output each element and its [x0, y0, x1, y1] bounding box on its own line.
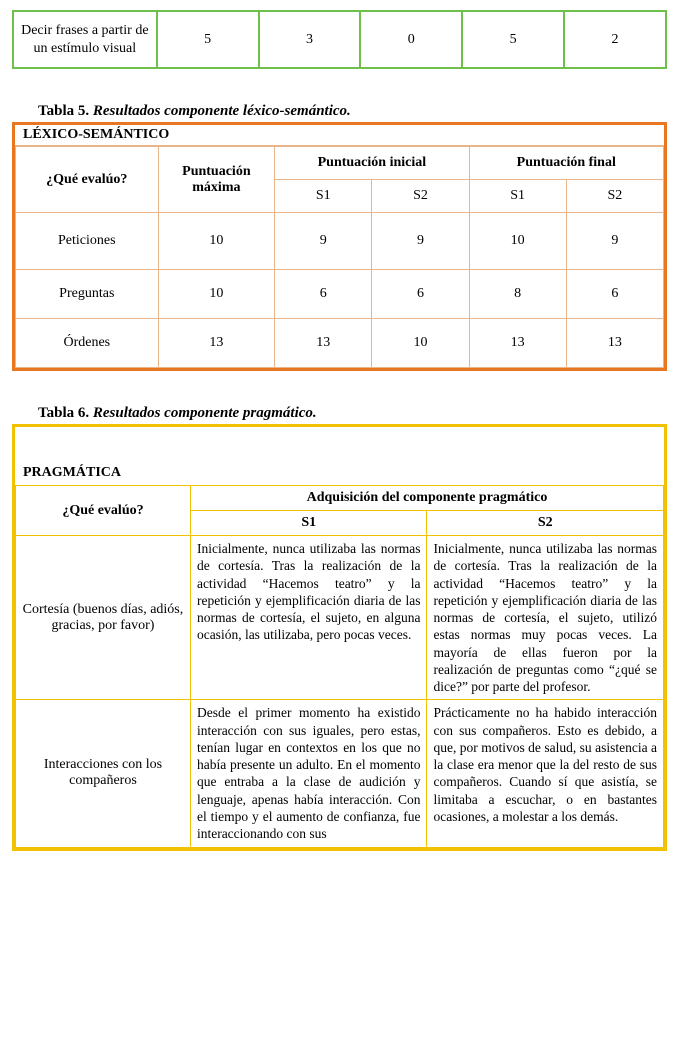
table6-section-header: PRAGMÁTICA	[15, 457, 664, 485]
table5-caption: Tabla 5. Resultados componente léxico-se…	[38, 103, 667, 120]
caption-title: Resultados componente pragmático.	[89, 405, 317, 421]
row-label: Interacciones con los compañeros	[16, 700, 191, 847]
row-label: Órdenes	[16, 319, 159, 368]
cell: 13	[469, 319, 566, 368]
cell: 8	[469, 270, 566, 319]
table6-blank-row	[15, 427, 664, 457]
table-row: Órdenes 13 13 10 13 13	[16, 319, 664, 368]
cell: 13	[566, 319, 663, 368]
sub-header: S1	[190, 511, 427, 536]
green-fragment-table: Decir frases a partir de un estímulo vis…	[12, 10, 667, 69]
col-header: ¿Qué evalúo?	[16, 486, 191, 536]
col-header: ¿Qué evalúo?	[16, 147, 159, 213]
cell-s1: Inicialmente, nunca utilizaba las normas…	[190, 536, 427, 700]
row-label: Preguntas	[16, 270, 159, 319]
cell: 9	[566, 213, 663, 270]
cell: 3	[259, 11, 361, 68]
table-header-row: ¿Qué evalúo? Adquisición del componente …	[16, 486, 664, 511]
cell-s1: Desde el primer momento ha existido inte…	[190, 700, 427, 847]
table-header-row: ¿Qué evalúo? Puntuación máxima Puntuació…	[16, 147, 664, 180]
table6: ¿Qué evalúo? Adquisición del componente …	[15, 485, 664, 848]
cell: 5	[157, 11, 259, 68]
table6-caption: Tabla 6. Resultados componente pragmátic…	[38, 405, 667, 422]
cell: 10	[158, 213, 275, 270]
cell: 5	[462, 11, 564, 68]
cell: 6	[566, 270, 663, 319]
cell: 10	[158, 270, 275, 319]
cell: 13	[275, 319, 372, 368]
col-header: Adquisición del componente pragmático	[190, 486, 663, 511]
table-row: Decir frases a partir de un estímulo vis…	[13, 11, 666, 68]
col-header: Puntuación final	[469, 147, 663, 180]
row-label: Peticiones	[16, 213, 159, 270]
sub-header: S2	[427, 511, 664, 536]
caption-number: Tabla 6.	[38, 405, 89, 421]
col-header: Puntuación inicial	[275, 147, 469, 180]
sub-header: S2	[372, 180, 469, 213]
sub-header: S1	[469, 180, 566, 213]
sub-header: S2	[566, 180, 663, 213]
cell: 10	[372, 319, 469, 368]
cell: 0	[360, 11, 462, 68]
row-label: Decir frases a partir de un estímulo vis…	[13, 11, 157, 68]
cell: 9	[275, 213, 372, 270]
cell-s2: Inicialmente, nunca utilizaba las normas…	[427, 536, 664, 700]
table-row: Peticiones 10 9 9 10 9	[16, 213, 664, 270]
table-row: Preguntas 10 6 6 8 6	[16, 270, 664, 319]
cell: 10	[469, 213, 566, 270]
table-row: Interacciones con los compañeros Desde e…	[16, 700, 664, 847]
table5-section-header: LÉXICO-SEMÁNTICO	[15, 125, 664, 146]
table5: ¿Qué evalúo? Puntuación máxima Puntuació…	[15, 146, 664, 368]
cell: 13	[158, 319, 275, 368]
cell: 6	[275, 270, 372, 319]
col-header: Puntuación máxima	[158, 147, 275, 213]
sub-header: S1	[275, 180, 372, 213]
cell-s2: Prácticamente no ha habido interacción c…	[427, 700, 664, 847]
table6-wrap: PRAGMÁTICA ¿Qué evalúo? Adquisición del …	[12, 424, 667, 851]
table5-wrap: LÉXICO-SEMÁNTICO ¿Qué evalúo? Puntuación…	[12, 122, 667, 371]
table-row: Cortesía (buenos días, adiós, gracias, p…	[16, 536, 664, 700]
caption-title: Resultados componente léxico-semántico.	[89, 103, 351, 119]
cell: 9	[372, 213, 469, 270]
cell: 6	[372, 270, 469, 319]
caption-number: Tabla 5.	[38, 103, 89, 119]
row-label: Cortesía (buenos días, adiós, gracias, p…	[16, 536, 191, 700]
cell: 2	[564, 11, 666, 68]
